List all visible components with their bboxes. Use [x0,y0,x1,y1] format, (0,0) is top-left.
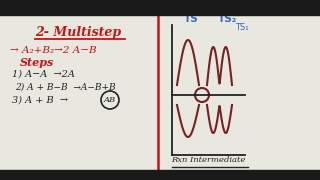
Text: TS₁: TS₁ [235,23,249,32]
Text: 2) A + B−B  →A−B+B: 2) A + B−B →A−B+B [15,82,116,91]
Text: Steps: Steps [20,57,54,68]
Text: → A₂+B₂→2 A−B: → A₂+B₂→2 A−B [10,46,97,55]
Text: Rxn Intermediate: Rxn Intermediate [171,156,245,164]
Text: 2- Multistep: 2- Multistep [35,26,121,39]
Text: 3) A + B  →: 3) A + B → [12,96,68,105]
Text: AB: AB [104,96,116,104]
Text: TS₂: TS₂ [218,14,238,24]
Text: TS: TS [184,14,198,24]
Text: 1) A−A  →2A: 1) A−A →2A [12,69,75,78]
